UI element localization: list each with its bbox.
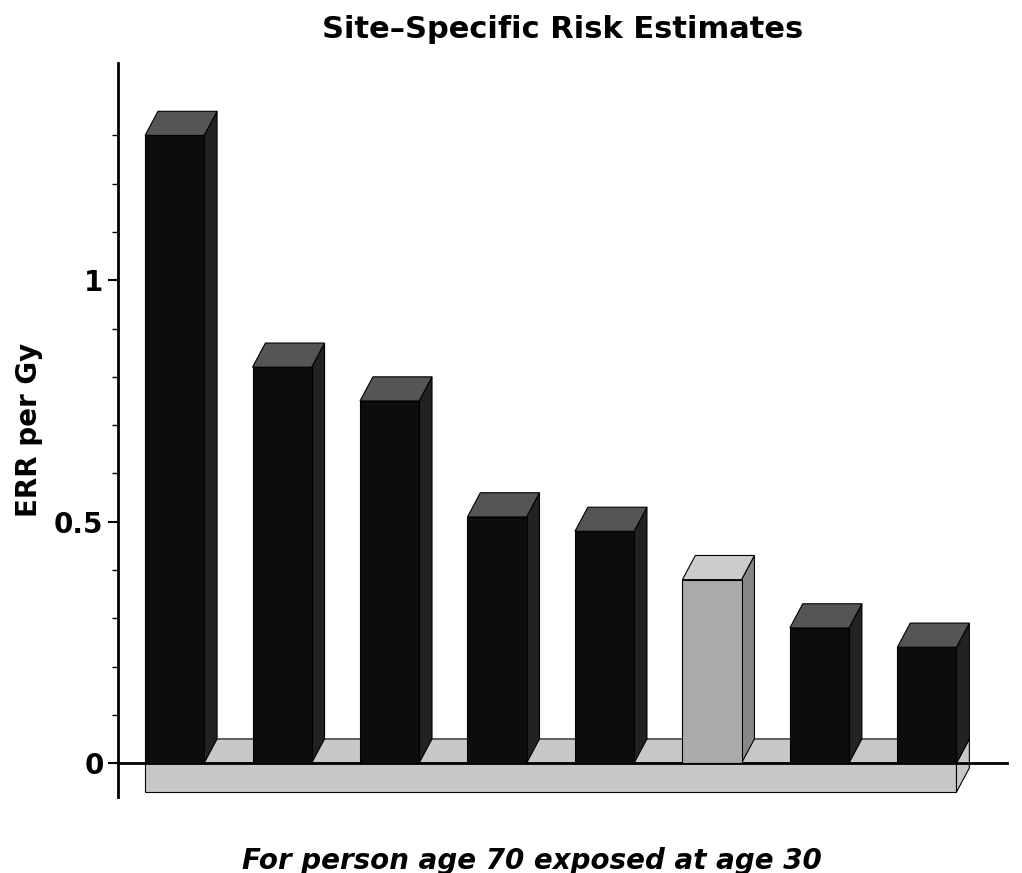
Polygon shape [575, 532, 634, 763]
Polygon shape [145, 135, 204, 763]
Polygon shape [742, 555, 754, 763]
Polygon shape [312, 343, 325, 763]
Polygon shape [145, 763, 957, 792]
Polygon shape [360, 401, 419, 763]
Polygon shape [526, 492, 540, 763]
Polygon shape [575, 507, 647, 532]
Polygon shape [145, 111, 217, 135]
Polygon shape [790, 628, 849, 763]
Polygon shape [419, 377, 432, 763]
Polygon shape [145, 739, 970, 763]
Polygon shape [204, 111, 217, 763]
Polygon shape [634, 507, 647, 763]
Polygon shape [897, 647, 957, 763]
Polygon shape [252, 343, 325, 368]
Polygon shape [467, 492, 540, 517]
Polygon shape [790, 604, 862, 628]
Polygon shape [683, 555, 754, 580]
Y-axis label: ERR per Gy: ERR per Gy [15, 343, 43, 517]
Polygon shape [957, 739, 970, 792]
Polygon shape [683, 580, 742, 763]
Polygon shape [252, 368, 312, 763]
Polygon shape [897, 623, 970, 647]
Title: Site–Specific Risk Estimates: Site–Specific Risk Estimates [322, 15, 803, 44]
Polygon shape [849, 604, 862, 763]
Polygon shape [957, 623, 970, 763]
Polygon shape [360, 377, 432, 401]
Polygon shape [467, 517, 526, 763]
Text: For person age 70 exposed at age 30: For person age 70 exposed at age 30 [241, 847, 822, 873]
